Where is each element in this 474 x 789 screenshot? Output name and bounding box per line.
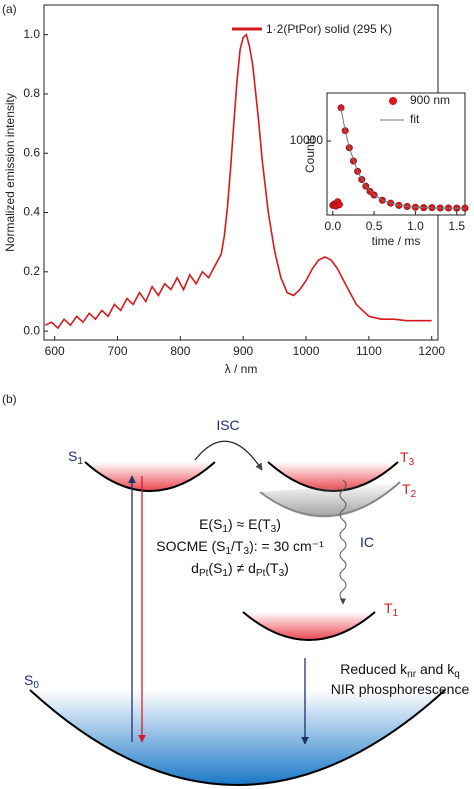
plot-frame xyxy=(326,92,466,216)
subscript: 3 xyxy=(409,457,415,468)
label-part: (T xyxy=(265,560,279,576)
label-part: T xyxy=(402,481,411,497)
subscript: 2 xyxy=(411,489,417,500)
y-tick-label: 10000 xyxy=(290,133,324,147)
label-part: ): = 30 cm⁻¹ xyxy=(249,538,324,554)
y-axis-label: Counts xyxy=(303,135,317,173)
x-tick-label: 700 xyxy=(108,344,128,358)
panel-label: (a) xyxy=(2,2,17,16)
legend-swatch xyxy=(389,97,397,105)
subscript: 0 xyxy=(33,680,39,691)
spectrum-line xyxy=(44,33,432,330)
label-part: ) ≈ E(T xyxy=(228,516,271,532)
subscript: 1 xyxy=(393,608,399,619)
subscript: 3 xyxy=(271,524,277,535)
x-axis-label: time / ms xyxy=(372,234,421,248)
fit-line xyxy=(340,108,466,209)
isc-arrow xyxy=(194,440,263,471)
diagram-label: Reduced knr and kq xyxy=(340,661,460,680)
label-part: Reduced k xyxy=(340,661,408,677)
y-tick-label: 0.6 xyxy=(23,145,40,159)
label-part: SOCME (S xyxy=(156,538,225,554)
diagram-label: T2 xyxy=(402,481,417,500)
y-tick-label: 0.4 xyxy=(23,205,40,219)
s0-well xyxy=(29,689,446,786)
panel-label: (b) xyxy=(2,392,17,406)
diagram-label: ISC xyxy=(216,417,239,433)
label-part: and k xyxy=(416,661,455,677)
y-tick-label: 0.2 xyxy=(23,264,40,278)
legend-label: 900 nm xyxy=(410,93,450,107)
diagram-label: IC xyxy=(360,534,374,550)
diagram-label: E(S1) ≈ E(T3) xyxy=(199,516,281,535)
diagram-label: T3 xyxy=(400,449,415,468)
label-part: S xyxy=(24,672,33,688)
legend-label: fit xyxy=(410,112,420,126)
s1-well xyxy=(84,461,216,492)
subscript: 3 xyxy=(279,568,285,579)
subscript: nr xyxy=(407,669,417,680)
t2-fill xyxy=(260,482,400,517)
diagram-label: NIR phosphorescence xyxy=(331,681,470,697)
x-tick-label: 1.5 xyxy=(448,219,465,233)
label-part: ) xyxy=(276,516,281,532)
label-part: ISC xyxy=(216,417,239,433)
subscript: Pt xyxy=(256,568,266,579)
subscript: 1 xyxy=(222,568,228,579)
x-tick-label: 1000 xyxy=(293,344,320,358)
subscript: Pt xyxy=(199,568,209,579)
label-part: IC xyxy=(360,534,374,550)
label-part: (S xyxy=(208,560,222,576)
label-part: T xyxy=(384,600,393,616)
label-part: ) ≠ d xyxy=(228,560,256,576)
subscript: 1 xyxy=(222,524,228,535)
ic-arrow xyxy=(339,479,347,605)
label-part: S xyxy=(68,448,77,464)
t1-well xyxy=(242,611,376,641)
x-tick-label: 900 xyxy=(233,344,253,358)
label-part: ) xyxy=(284,560,289,576)
subscript: 3 xyxy=(244,546,250,557)
y-tick-label: 0.0 xyxy=(23,323,40,337)
subscript: q xyxy=(454,669,460,680)
diagram-label: S1 xyxy=(68,448,83,467)
diagram-label: dPt(S1) ≠ dPt(T3) xyxy=(191,560,289,579)
subscript: 1 xyxy=(77,456,83,467)
x-tick-label: 800 xyxy=(170,344,190,358)
y-tick-label: 0.8 xyxy=(23,86,40,100)
x-tick-label: 1100 xyxy=(356,344,382,358)
t2-well xyxy=(259,481,401,518)
x-tick-label: 600 xyxy=(45,344,65,358)
x-tick-label: 1200 xyxy=(418,344,445,358)
diagram-label: SOCME (S1/T3): = 30 cm⁻¹ xyxy=(156,538,324,557)
x-tick-label: 1.0 xyxy=(407,219,424,233)
subscript: 1 xyxy=(225,546,231,557)
label-part: d xyxy=(191,560,199,576)
label-part: E(S xyxy=(199,516,222,532)
legend-label: 1·2(PtPor) solid (295 K) xyxy=(266,22,392,36)
x-axis-label: λ / nm xyxy=(225,362,258,376)
y-axis-label: Normalized emission intensity xyxy=(3,93,17,252)
label-part: NIR phosphorescence xyxy=(331,681,470,697)
x-tick-label: 0.5 xyxy=(366,219,383,233)
x-tick-label: 0.0 xyxy=(324,219,341,233)
label-part: T xyxy=(400,449,409,465)
label-part: /T xyxy=(231,538,244,554)
y-tick-label: 1.0 xyxy=(23,27,40,41)
diagram-label: T1 xyxy=(384,600,399,619)
diagram-label: S0 xyxy=(24,672,39,691)
decay-point xyxy=(335,201,343,209)
